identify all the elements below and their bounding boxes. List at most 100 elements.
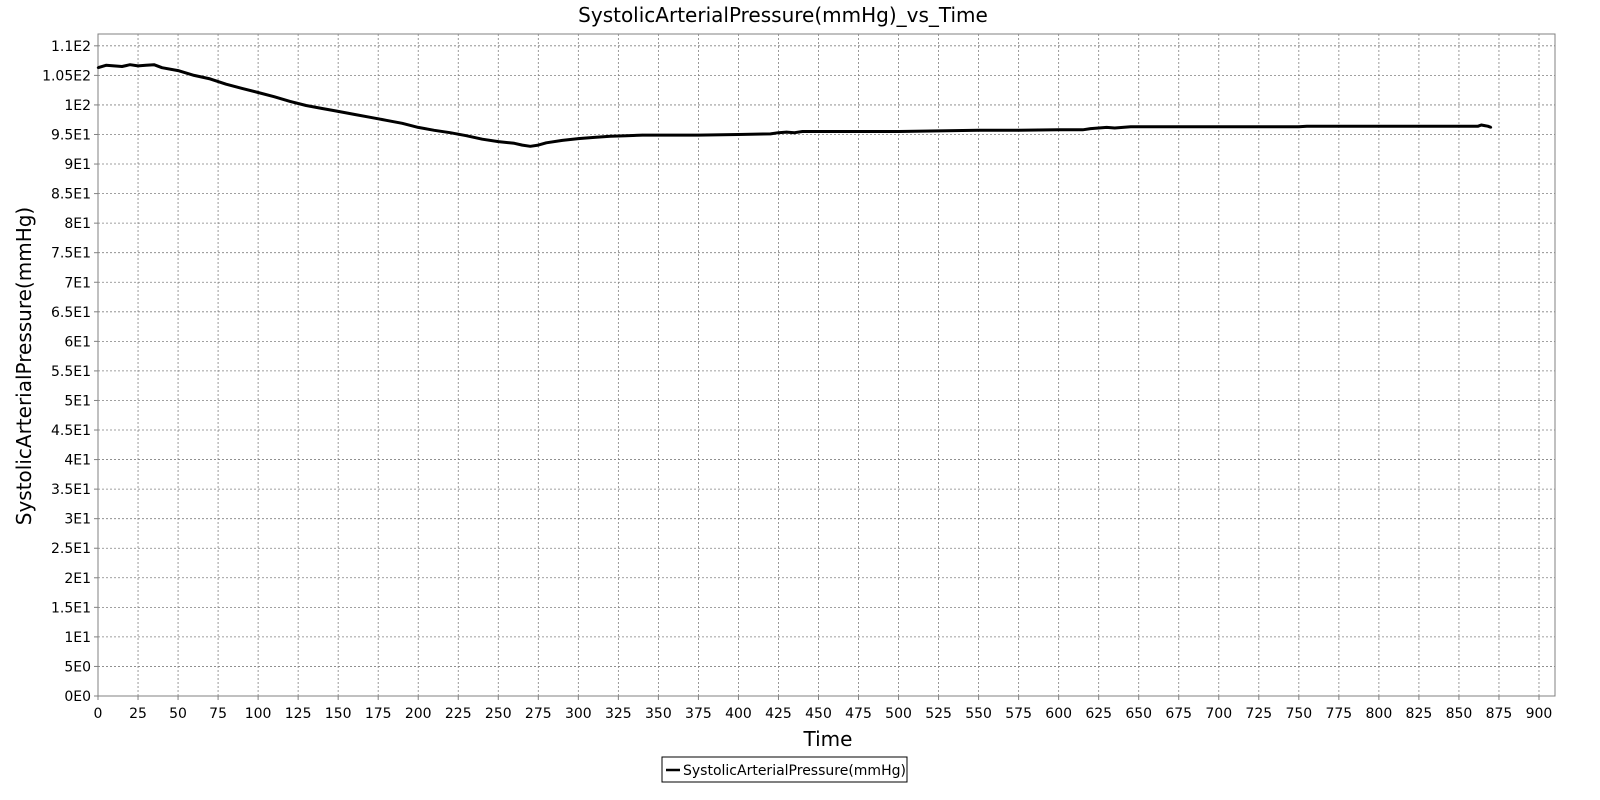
data-point xyxy=(208,77,212,81)
data-point xyxy=(513,142,516,145)
data-point xyxy=(785,130,788,134)
data-point xyxy=(561,139,564,142)
data-point xyxy=(625,134,628,137)
x-tick-label: 175 xyxy=(365,706,392,722)
data-point xyxy=(1489,126,1493,129)
y-tick-label: 3.5E1 xyxy=(51,482,91,498)
data-point xyxy=(897,130,900,133)
data-point xyxy=(1476,125,1480,128)
x-tick-label: 875 xyxy=(1486,706,1513,722)
x-tick-label: 475 xyxy=(845,706,872,722)
data-point xyxy=(817,130,820,133)
x-tick-label: 525 xyxy=(925,706,952,722)
data-point xyxy=(369,116,372,119)
data-point xyxy=(1483,124,1486,127)
y-tick-label: 8E1 xyxy=(64,216,91,232)
data-point xyxy=(1297,125,1301,128)
x-tick-label: 325 xyxy=(605,706,632,722)
y-tick-label: 0E0 xyxy=(64,689,91,705)
y-tick-label: 4E1 xyxy=(64,453,91,469)
data-point xyxy=(1217,125,1221,128)
y-tick-label: 9.5E1 xyxy=(51,127,91,143)
x-tick-label: 700 xyxy=(1205,706,1232,722)
x-tick-label: 650 xyxy=(1125,706,1152,722)
series-lines xyxy=(96,63,1493,148)
x-tick-label: 400 xyxy=(725,706,752,722)
data-point xyxy=(1089,127,1092,130)
data-point xyxy=(937,129,940,133)
data-point xyxy=(537,143,540,147)
data-point xyxy=(176,69,180,72)
data-point xyxy=(1017,129,1020,132)
data-point xyxy=(321,107,324,110)
x-tick-label: 150 xyxy=(325,706,352,722)
data-point xyxy=(657,133,660,137)
data-point xyxy=(801,130,804,133)
x-tick-label: 775 xyxy=(1325,706,1352,722)
y-tick-label: 1E1 xyxy=(64,630,91,646)
x-tick-label: 900 xyxy=(1526,706,1553,722)
data-point xyxy=(1457,125,1461,128)
data-point xyxy=(96,66,100,69)
y-tick-label: 2.5E1 xyxy=(51,541,91,557)
data-point xyxy=(1305,125,1309,128)
y-tick-label: 3E1 xyxy=(64,512,91,528)
data-point xyxy=(1480,123,1483,127)
y-tick-label: 1.05E2 xyxy=(42,68,91,84)
x-tick-label: 725 xyxy=(1245,706,1272,722)
x-tick-label: 450 xyxy=(805,706,832,722)
data-point xyxy=(1097,126,1100,130)
data-point xyxy=(337,110,340,113)
x-tick-label: 250 xyxy=(485,706,512,722)
data-point xyxy=(545,141,548,144)
data-point xyxy=(977,129,980,132)
x-tick-label: 575 xyxy=(1005,706,1032,722)
data-point xyxy=(192,74,196,77)
y-tick-label: 5E1 xyxy=(64,393,91,409)
data-point xyxy=(272,95,276,98)
data-point xyxy=(128,63,132,66)
chart-title: SystolicArterialPressure(mmHg)_vs_Time xyxy=(578,3,988,27)
data-point xyxy=(1081,128,1084,131)
data-point xyxy=(144,64,148,67)
data-point xyxy=(1105,126,1108,129)
y-tick-label: 9E1 xyxy=(64,157,91,173)
x-tick-label: 550 xyxy=(965,706,992,722)
data-point xyxy=(136,64,140,68)
y-axis-title: SystolicArterialPressure(mmHg) xyxy=(12,207,36,526)
data-point xyxy=(401,122,404,125)
data-point xyxy=(120,65,124,68)
x-axis-title: Time xyxy=(803,727,853,751)
y-tick-label: 1.5E1 xyxy=(51,600,91,616)
data-point xyxy=(433,129,436,132)
data-point xyxy=(304,104,308,107)
y-tick-label: 6E1 xyxy=(64,334,91,350)
x-tick-label: 850 xyxy=(1446,706,1473,722)
legend-box xyxy=(661,756,908,783)
y-tick-label: 2E1 xyxy=(64,571,91,587)
y-tick-label: 4.5E1 xyxy=(51,423,91,439)
data-point xyxy=(160,66,164,69)
x-tick-label: 200 xyxy=(405,706,432,722)
x-tick-label: 300 xyxy=(565,706,592,722)
data-point xyxy=(465,134,468,137)
data-point xyxy=(449,131,452,134)
x-tick-label: 675 xyxy=(1165,706,1192,722)
y-tick-label: 7.5E1 xyxy=(51,246,91,262)
y-tick-label: 6.5E1 xyxy=(51,305,91,321)
y-tick-label: 5E0 xyxy=(64,659,91,675)
series-line-0 xyxy=(97,63,1492,148)
data-point xyxy=(1113,126,1116,130)
data-point xyxy=(497,140,500,143)
x-tick-label: 25 xyxy=(129,706,147,722)
y-tick-label: 1.1E2 xyxy=(51,39,91,55)
data-point xyxy=(417,126,420,129)
data-point xyxy=(481,138,484,141)
data-point xyxy=(104,64,108,67)
data-point xyxy=(857,130,860,133)
legend-label: SystolicArterialPressure(mmHg) xyxy=(683,763,906,779)
x-tick-label: 825 xyxy=(1406,706,1433,722)
y-axis-ticks: 0E0 5E0 1E1 1.5E1 2E1 2.5E1 3E1 3.5E1 4E1 4.5E1 5E… xyxy=(42,39,98,705)
data-point xyxy=(353,113,356,116)
